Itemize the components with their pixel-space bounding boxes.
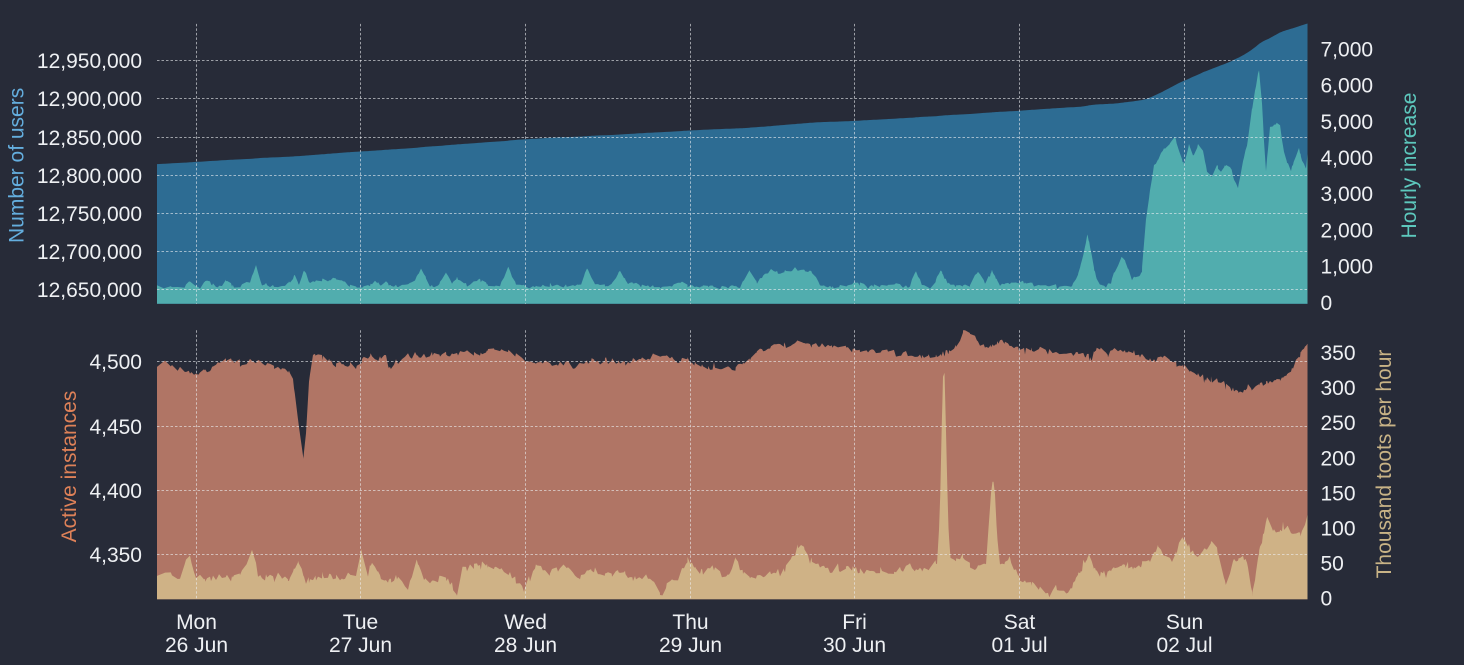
svg-text:200: 200 — [1321, 447, 1356, 470]
svg-text:Tue: Tue — [343, 611, 378, 634]
svg-text:150: 150 — [1321, 482, 1356, 505]
svg-text:300: 300 — [1321, 377, 1356, 400]
svg-text:4,000: 4,000 — [1321, 147, 1374, 170]
svg-text:Active instances: Active instances — [58, 391, 81, 543]
svg-text:Hourly increase: Hourly increase — [1398, 93, 1421, 239]
svg-text:12,900,000: 12,900,000 — [37, 88, 142, 111]
svg-text:Number of users: Number of users — [5, 88, 28, 243]
svg-text:4,400: 4,400 — [89, 480, 142, 503]
svg-text:01 Jul: 01 Jul — [991, 634, 1047, 657]
svg-text:27 Jun: 27 Jun — [329, 634, 392, 657]
svg-text:12,800,000: 12,800,000 — [37, 165, 142, 188]
svg-text:0: 0 — [1321, 292, 1333, 315]
svg-text:Mon: Mon — [176, 611, 217, 634]
svg-text:4,350: 4,350 — [89, 544, 142, 567]
svg-text:12,950,000: 12,950,000 — [37, 50, 142, 73]
svg-text:4,500: 4,500 — [89, 351, 142, 374]
svg-text:0: 0 — [1321, 588, 1333, 611]
svg-text:30 Jun: 30 Jun — [823, 634, 886, 657]
svg-text:26 Jun: 26 Jun — [165, 634, 228, 657]
svg-text:Sat: Sat — [1004, 611, 1036, 634]
svg-text:Thu: Thu — [672, 611, 708, 634]
svg-text:6,000: 6,000 — [1321, 75, 1374, 98]
svg-text:Wed: Wed — [504, 611, 547, 634]
svg-text:350: 350 — [1321, 342, 1356, 365]
svg-text:1,000: 1,000 — [1321, 256, 1374, 279]
svg-text:50: 50 — [1321, 553, 1344, 576]
svg-text:12,850,000: 12,850,000 — [37, 127, 142, 150]
svg-text:02 Jul: 02 Jul — [1156, 634, 1212, 657]
svg-text:7,000: 7,000 — [1321, 38, 1374, 61]
svg-text:12,750,000: 12,750,000 — [37, 203, 142, 226]
svg-text:Thousand toots per hour: Thousand toots per hour — [1373, 350, 1396, 579]
svg-text:3,000: 3,000 — [1321, 183, 1374, 206]
svg-text:250: 250 — [1321, 412, 1356, 435]
svg-text:28 Jun: 28 Jun — [494, 634, 557, 657]
svg-text:4,450: 4,450 — [89, 416, 142, 439]
svg-text:100: 100 — [1321, 518, 1356, 541]
svg-text:Sun: Sun — [1166, 611, 1203, 634]
svg-text:Fri: Fri — [842, 611, 867, 634]
svg-text:5,000: 5,000 — [1321, 111, 1374, 134]
svg-text:12,650,000: 12,650,000 — [37, 279, 142, 302]
svg-text:2,000: 2,000 — [1321, 219, 1374, 242]
svg-text:12,700,000: 12,700,000 — [37, 241, 142, 264]
svg-text:29 Jun: 29 Jun — [659, 634, 722, 657]
